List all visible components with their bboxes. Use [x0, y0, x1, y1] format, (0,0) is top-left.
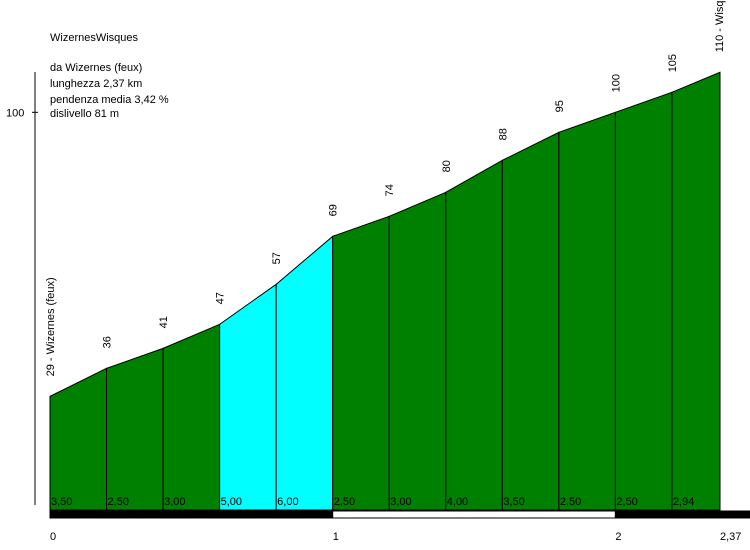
elevation-label: 57: [271, 252, 283, 264]
info-start: da Wizernes (feux): [50, 62, 142, 74]
profile-segment: [332, 215, 390, 511]
y-tick-label: 100: [6, 107, 24, 119]
profile-segment: [49, 367, 108, 511]
gradient-label: 2,50: [334, 496, 355, 508]
elevation-label: 95: [554, 100, 566, 112]
x-tick-label: 2: [615, 531, 621, 543]
info-climb: dislivello 81 m: [50, 108, 119, 120]
km-band-segment: [614, 510, 750, 519]
gradient-label: 5,00: [221, 496, 242, 508]
x-tick-label: 1: [333, 531, 339, 543]
elevation-label: 88: [497, 128, 509, 140]
profile-segment: [614, 91, 673, 511]
profile-segment: [388, 191, 447, 511]
profile-segment: [558, 111, 616, 511]
elevation-label: 69: [328, 204, 340, 216]
plot-area: 100 3,50 2,50 3,00 5,00 6,00 2,50 3,00 4,00 3,50 2…: [6, 0, 750, 543]
profile-segment: [162, 323, 221, 511]
start-point-label: 29 - Wizernes (feux): [45, 277, 57, 376]
km-band-segment: [332, 510, 616, 519]
gradient-label: 2,50: [108, 496, 129, 508]
gradient-label: 6,00: [277, 496, 298, 508]
x-tick-label: 0: [50, 531, 56, 543]
profile-segment: [106, 347, 164, 511]
gradient-label: 3,50: [503, 496, 524, 508]
gradient-label: 2,50: [616, 496, 637, 508]
gradient-label: 4,00: [447, 496, 468, 508]
gradient-label: 2,50: [560, 496, 581, 508]
profile-segment: [445, 159, 503, 511]
elevation-label: 47: [215, 292, 227, 304]
profile-segment: [275, 235, 334, 511]
elevation-label: 105: [667, 54, 679, 72]
profile-segment: [219, 283, 277, 511]
profile-segment: [671, 71, 721, 511]
gradient-label: 3,00: [164, 496, 185, 508]
end-point-label: 110 - Wisques: [714, 0, 726, 52]
elevation-label: 100: [610, 74, 622, 92]
elevation-label: 74: [384, 184, 396, 196]
gradient-label: 3,00: [390, 496, 411, 508]
gradient-label: 3,50: [51, 496, 72, 508]
x-tick-label: 2,37: [720, 531, 741, 543]
elevation-label: 80: [441, 160, 453, 172]
profile-segment: [501, 131, 560, 511]
info-gradient: pendenza media 3,42 %: [50, 94, 169, 106]
info-length: lunghezza 2,37 km: [50, 78, 142, 90]
chart-title: WizernesWisques: [50, 32, 139, 44]
km-band-segment: [49, 510, 334, 519]
elevation-label: 41: [158, 316, 170, 328]
elevation-label: 36: [102, 336, 114, 348]
gradient-label: 2,94: [673, 496, 694, 508]
